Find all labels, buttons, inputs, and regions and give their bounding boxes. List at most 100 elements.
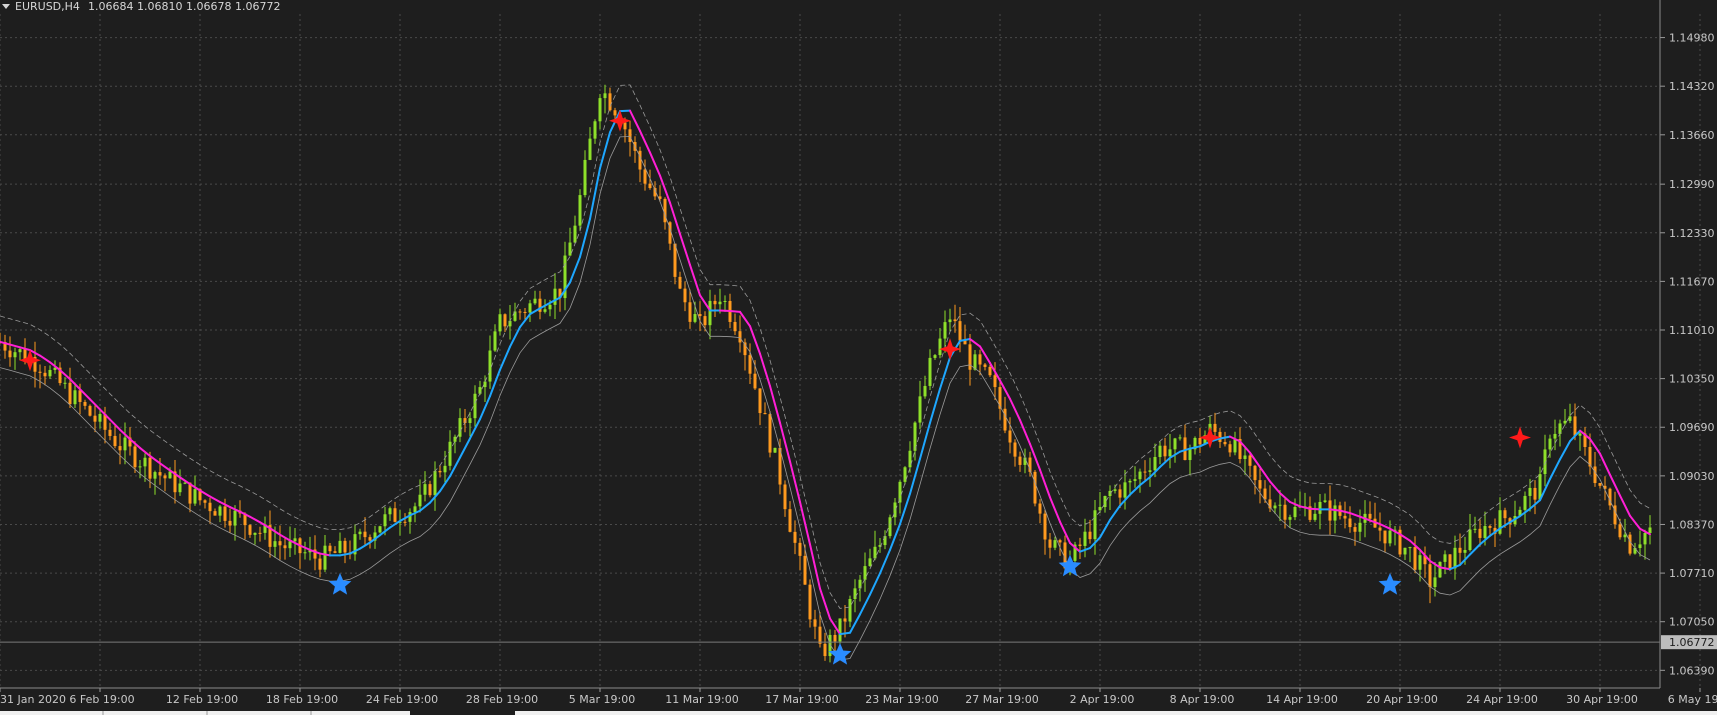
x-tick-label: 2 Apr 19:00 <box>1070 693 1135 706</box>
candle-bearish <box>1503 510 1507 519</box>
candle-bullish <box>1418 555 1422 570</box>
candle-bearish <box>643 169 647 184</box>
candle-bullish <box>273 541 277 547</box>
ma-segment <box>0 340 11 346</box>
ma-segment <box>1449 563 1461 571</box>
candle-bearish <box>38 371 42 373</box>
lower-band <box>0 136 1651 661</box>
ma-segment <box>539 301 551 310</box>
candle-bullish <box>1243 455 1247 459</box>
candlestick-series <box>0 84 1652 663</box>
ma-segment <box>839 631 851 636</box>
buy-signal-marker <box>1378 572 1402 595</box>
candle-bearish <box>1628 534 1632 554</box>
ma-segment <box>1489 527 1501 537</box>
candle-bearish <box>1008 430 1012 443</box>
candle-bearish <box>1263 488 1267 500</box>
candle-bearish <box>1353 527 1357 532</box>
ohlc-values: 1.06684 1.06810 1.06678 1.06772 <box>88 0 280 13</box>
ma-segment <box>149 454 161 465</box>
ma-segment <box>59 369 71 381</box>
candle-bullish <box>468 418 472 424</box>
candle-bullish <box>828 634 832 657</box>
buy-signal-marker <box>1058 554 1082 577</box>
x-tick-label: 17 Mar 19:00 <box>765 693 838 706</box>
ma-segment <box>859 593 871 616</box>
candle-bearish <box>333 551 337 553</box>
ma-segment <box>1429 559 1441 569</box>
candle-bullish <box>123 437 127 451</box>
candle-bullish <box>1123 482 1127 498</box>
ma-segment <box>499 345 511 371</box>
candle-bearish <box>68 382 72 405</box>
y-tick-label: 1.10350 <box>1669 373 1715 386</box>
candle-bullish <box>1288 517 1292 520</box>
signal-markers <box>19 109 1531 665</box>
candle-bearish <box>1033 471 1037 504</box>
candle-bearish <box>128 437 132 447</box>
ma-segment <box>349 547 361 555</box>
candle-bullish <box>1438 561 1442 578</box>
sell-signal-marker <box>1199 426 1221 449</box>
candle-bearish <box>688 302 692 322</box>
y-tick-label: 1.08370 <box>1669 518 1715 531</box>
tab-strip-left[interactable] <box>0 711 410 715</box>
candle-bullish <box>893 502 897 518</box>
ma-segment <box>1089 536 1101 550</box>
candle-bullish <box>143 457 147 467</box>
ma-segment <box>879 548 891 575</box>
candle-bullish <box>293 538 297 542</box>
ma-segment <box>1559 440 1571 461</box>
ma-segment <box>649 151 661 177</box>
ma-segment <box>1459 553 1471 566</box>
y-tick-label: 1.13660 <box>1669 129 1715 142</box>
ma-segment <box>799 501 811 546</box>
candle-bullish <box>388 508 392 515</box>
candle-bullish <box>233 510 237 526</box>
ma-segment <box>279 533 291 542</box>
candle-bearish <box>733 321 737 332</box>
sell-signal-marker <box>609 109 631 132</box>
candle-bearish <box>228 520 232 526</box>
ma-segment <box>809 543 821 590</box>
ma-segment <box>1479 534 1491 546</box>
candle-bearish <box>763 413 767 415</box>
x-tick-label: 28 Feb 19:00 <box>466 693 538 706</box>
candle-bearish <box>208 502 212 512</box>
ma-segment <box>1079 547 1091 553</box>
candle-bullish <box>1293 506 1297 518</box>
ma-segment <box>1109 504 1121 521</box>
candle-bearish <box>653 188 657 197</box>
ma-segment <box>1629 514 1641 530</box>
x-tick-label: 12 Feb 19:00 <box>166 693 238 706</box>
candle-bullish <box>488 350 492 382</box>
ma-segment <box>249 515 261 524</box>
candle-bullish <box>513 311 517 321</box>
ma-segment <box>239 510 251 518</box>
candle-bullish <box>1408 547 1412 549</box>
candle-bearish <box>88 405 92 416</box>
candle-bullish <box>973 354 977 370</box>
ma-segment <box>1389 527 1401 536</box>
candle-bullish <box>773 447 777 453</box>
candle-bearish <box>1478 528 1482 538</box>
symbol-menu-icon[interactable] <box>2 4 10 9</box>
candle-bullish <box>453 436 457 442</box>
ma-segment <box>1219 435 1231 440</box>
candle-bearish <box>1268 499 1272 509</box>
ma-segment <box>969 338 981 348</box>
candle-bearish <box>58 367 62 384</box>
tab-strip-right[interactable] <box>515 711 1717 715</box>
candle-bullish <box>13 352 17 358</box>
candle-bullish <box>1638 544 1642 548</box>
candle-bearish <box>753 373 757 389</box>
candle-bearish <box>23 349 27 362</box>
candle-bearish <box>983 364 987 367</box>
candle-bullish <box>63 382 67 384</box>
ma-segment <box>1279 492 1291 504</box>
candle-bullish <box>18 349 22 353</box>
ma-segment <box>1549 458 1561 480</box>
candle-bearish <box>758 388 762 414</box>
